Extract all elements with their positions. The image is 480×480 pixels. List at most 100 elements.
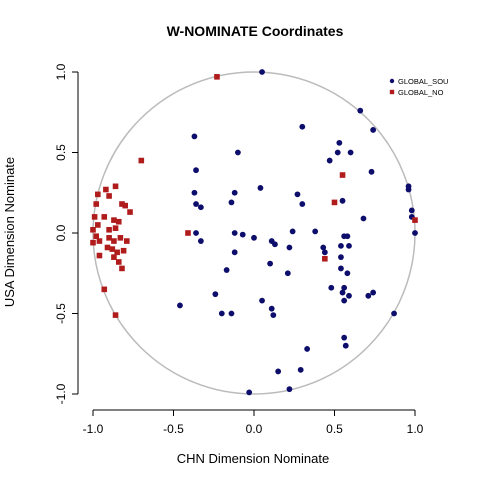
data-point xyxy=(91,214,98,220)
data-point xyxy=(112,312,119,318)
data-point xyxy=(101,286,108,293)
data-point xyxy=(96,252,103,259)
data-point xyxy=(109,246,116,252)
data-point xyxy=(104,244,111,251)
data-point xyxy=(122,202,128,209)
data-point xyxy=(106,226,112,233)
data-point xyxy=(344,270,351,277)
x-tick-label: -0.5 xyxy=(163,422,184,436)
x-tick-label: 0.0 xyxy=(246,422,263,436)
y-tick-label: 0.5 xyxy=(54,144,68,161)
data-point xyxy=(228,310,235,317)
data-point xyxy=(339,172,346,178)
x-axis-label: CHN Dimension Nominate xyxy=(177,451,329,466)
data-point xyxy=(114,249,120,256)
data-point xyxy=(251,234,257,241)
series-global-north xyxy=(90,74,418,318)
data-point xyxy=(338,254,344,261)
data-point xyxy=(339,197,346,204)
data-point xyxy=(96,238,103,244)
data-point xyxy=(111,254,117,260)
points-layer xyxy=(90,69,418,396)
data-point xyxy=(191,133,198,140)
data-point xyxy=(368,168,375,175)
legend: GLOBAL_SOU GLOBAL_NO xyxy=(389,77,448,97)
y-tick-label: -1.0 xyxy=(54,383,68,404)
data-point xyxy=(297,366,304,373)
data-point xyxy=(228,199,235,206)
data-point xyxy=(231,230,238,236)
data-point xyxy=(342,342,349,349)
data-point xyxy=(272,241,278,248)
data-point xyxy=(115,218,122,225)
data-point xyxy=(111,217,117,223)
data-point xyxy=(322,255,328,262)
data-point xyxy=(93,201,100,207)
data-point xyxy=(93,233,100,240)
data-point xyxy=(267,260,273,267)
x-tick-label: 0.5 xyxy=(326,422,343,436)
data-point xyxy=(341,334,348,341)
data-point xyxy=(246,389,253,396)
data-point xyxy=(197,204,204,211)
data-point xyxy=(326,157,333,164)
data-point xyxy=(299,201,306,207)
data-point xyxy=(275,368,282,375)
data-point xyxy=(304,346,311,352)
data-point xyxy=(239,231,246,238)
data-point xyxy=(370,289,377,296)
y-tick-label: -0.5 xyxy=(54,303,68,324)
data-point xyxy=(218,310,225,317)
legend-label-global-north: GLOBAL_NO xyxy=(398,88,444,97)
data-point xyxy=(347,149,354,156)
data-point xyxy=(336,139,343,146)
data-point xyxy=(360,215,367,222)
y-tick-label: 0.0 xyxy=(54,224,68,241)
data-point xyxy=(357,107,364,114)
series-global-south xyxy=(177,69,418,396)
data-point xyxy=(412,230,418,236)
data-point xyxy=(334,149,341,156)
data-point xyxy=(338,242,344,249)
data-point xyxy=(111,238,117,244)
chart-title: W-NOMINATE Coordinates xyxy=(167,23,344,39)
data-point xyxy=(193,201,199,207)
legend-marker-global-south xyxy=(389,78,395,84)
data-point xyxy=(328,284,335,291)
data-point xyxy=(405,186,412,193)
data-point xyxy=(127,209,133,215)
data-point xyxy=(284,270,291,277)
data-point xyxy=(294,191,301,198)
data-point xyxy=(106,193,112,199)
data-point xyxy=(185,230,191,236)
data-point xyxy=(321,249,328,256)
data-point xyxy=(117,235,124,241)
data-point xyxy=(231,249,238,256)
data-point xyxy=(95,191,101,198)
data-point xyxy=(112,183,119,190)
data-point xyxy=(312,228,319,235)
data-point xyxy=(344,233,351,240)
data-point xyxy=(289,228,296,235)
data-point xyxy=(191,189,198,196)
data-point xyxy=(231,189,238,196)
data-point xyxy=(370,127,377,133)
data-point xyxy=(391,310,397,317)
data-point xyxy=(214,74,220,80)
y-axis-label: USA Dimension Nominate xyxy=(2,157,17,307)
data-point xyxy=(223,267,230,273)
data-point xyxy=(408,207,415,214)
data-point xyxy=(106,235,112,241)
unit-circle xyxy=(92,71,416,395)
x-axis-ticks: -1.0 -0.5 0.0 0.5 1.0 xyxy=(83,410,424,436)
data-point xyxy=(197,238,204,244)
data-point xyxy=(286,244,293,251)
data-point xyxy=(115,259,122,265)
data-point xyxy=(177,302,183,309)
data-point xyxy=(365,292,372,299)
data-point xyxy=(331,199,338,206)
data-point xyxy=(193,230,199,236)
data-point xyxy=(338,265,344,272)
